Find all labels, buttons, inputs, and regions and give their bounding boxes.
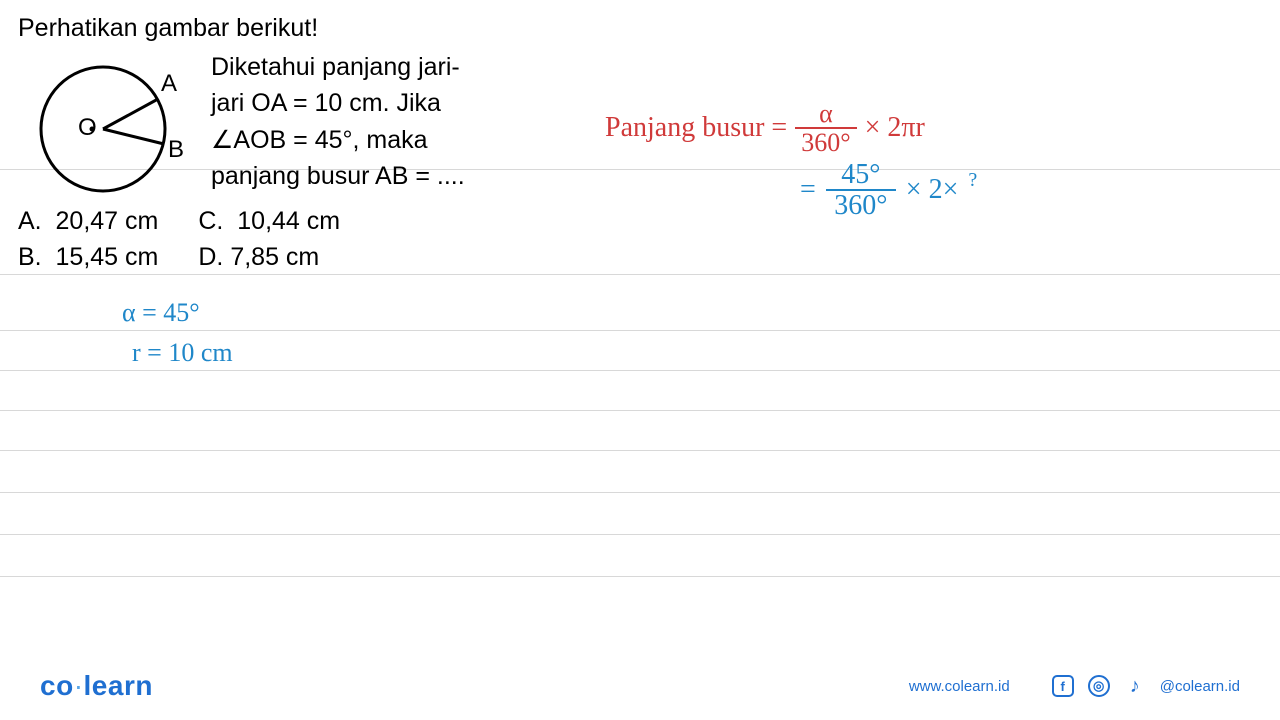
handwriting-given-alpha: α = 45° xyxy=(122,298,200,328)
ruled-line xyxy=(0,330,1280,331)
footer-handle: @colearn.id xyxy=(1160,678,1240,695)
option-c: C. 10,44 cm xyxy=(198,203,340,239)
handwriting-formula-red: Panjang busur = α 360° × 2πr xyxy=(605,100,925,157)
pline3: ∠AOB = 45°, maka xyxy=(211,122,465,158)
hw-red-fraction: α 360° xyxy=(795,100,856,157)
ruled-line xyxy=(0,370,1280,371)
hw-blue-fraction: 45° 360° xyxy=(826,160,896,221)
option-d: D. 7,85 cm xyxy=(198,239,340,275)
ruled-line xyxy=(0,534,1280,535)
problem-block: Perhatikan gambar berikut! O A B Diketah… xyxy=(18,14,588,276)
ruled-line xyxy=(0,450,1280,451)
problem-text: Diketahui panjang jari- jari OA = 10 cm.… xyxy=(211,49,465,199)
pline4: panjang busur AB = .... xyxy=(211,158,465,194)
handwriting-calc-blue: = 45° 360° × 2× ? xyxy=(800,160,977,221)
hw-blue-q: ? xyxy=(968,169,977,192)
pline2: jari OA = 10 cm. Jika xyxy=(211,85,465,121)
hw-blue-rest: × 2× xyxy=(906,174,959,206)
ruled-line xyxy=(0,576,1280,577)
problem-title: Perhatikan gambar berikut! xyxy=(18,14,588,43)
hw-blue-eq: = xyxy=(800,174,816,206)
footer: co·learn www.colearn.id f ◎ ♪ @colearn.i… xyxy=(0,670,1280,702)
ruled-line xyxy=(0,492,1280,493)
handwriting-given-r: r = 10 cm xyxy=(132,338,233,368)
hw-red-label: Panjang busur = xyxy=(605,112,787,144)
pline1: Diketahui panjang jari- xyxy=(211,49,465,85)
label-o: O xyxy=(78,114,97,141)
instagram-icon: ◎ xyxy=(1088,675,1110,697)
option-a: A. 20,47 cm xyxy=(18,203,158,239)
circle-diagram: O A B xyxy=(18,49,193,199)
option-b: B. 15,45 cm xyxy=(18,239,158,275)
brand-logo: co·learn xyxy=(40,670,153,702)
label-a: A xyxy=(161,70,177,97)
facebook-icon: f xyxy=(1052,675,1074,697)
footer-right: www.colearn.id f ◎ ♪ @colearn.id xyxy=(909,675,1240,697)
label-b: B xyxy=(168,136,184,163)
ruled-line xyxy=(0,410,1280,411)
hw-red-rest: × 2πr xyxy=(865,112,925,144)
tiktok-icon: ♪ xyxy=(1124,675,1146,697)
footer-site-url: www.colearn.id xyxy=(909,678,1010,695)
answer-options: A. 20,47 cm B. 15,45 cm C. 10,44 cm D. 7… xyxy=(18,203,588,276)
